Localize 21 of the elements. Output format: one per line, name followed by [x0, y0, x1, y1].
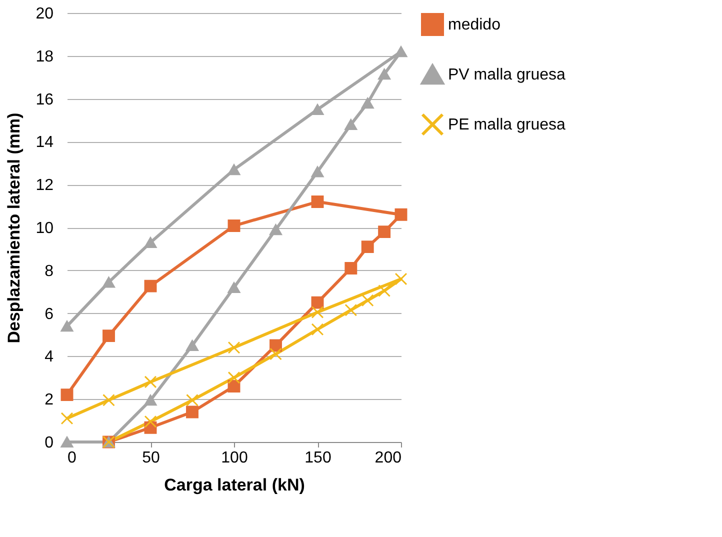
- y-tick-label: 16: [36, 91, 54, 108]
- x-tick-label: 0: [68, 450, 76, 466]
- y-tick-label: 10: [36, 220, 54, 237]
- y-tick-label: 18: [36, 48, 54, 66]
- legend-label: PE malla gruesa: [448, 116, 566, 134]
- y-axis-title: Desplazamiento lateral (mm): [4, 112, 24, 344]
- x-tick-label: 100: [221, 450, 248, 466]
- y-tick-label: 14: [36, 134, 54, 152]
- y-tick-label: 4: [44, 348, 54, 366]
- legend-label: medido: [448, 16, 501, 34]
- y-tick-label: 12: [36, 177, 54, 194]
- y-tick-label: 0: [44, 434, 54, 452]
- x-tick-label: 50: [142, 450, 160, 466]
- y-tick-label: 20: [36, 6, 54, 22]
- x-tick-label: 200: [374, 450, 402, 466]
- y-tick-label: 8: [44, 262, 54, 280]
- x-tick-label: 150: [304, 450, 332, 466]
- y-tick-label: 6: [44, 306, 54, 323]
- legend-label: PV malla gruesa: [448, 66, 566, 84]
- y-tick-label: 2: [44, 392, 54, 409]
- x-axis-title: Carga lateral (kN): [164, 476, 305, 494]
